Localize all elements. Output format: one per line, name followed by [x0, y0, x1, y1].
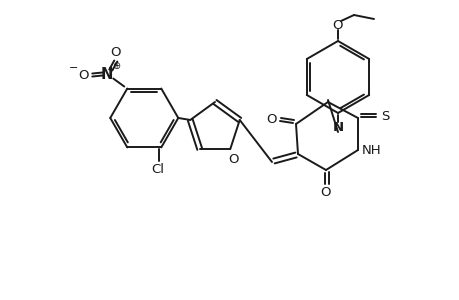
Text: N: N	[332, 121, 343, 134]
Text: Cl: Cl	[151, 163, 163, 176]
Text: O: O	[320, 187, 330, 200]
Text: O: O	[78, 69, 88, 82]
Text: O: O	[228, 152, 238, 166]
Text: ⊕: ⊕	[112, 61, 120, 70]
Text: O: O	[332, 19, 342, 32]
Text: O: O	[266, 112, 277, 125]
Text: −: −	[68, 62, 78, 73]
Text: NH: NH	[361, 143, 381, 157]
Text: S: S	[380, 110, 388, 122]
Text: N: N	[101, 67, 113, 82]
Text: O: O	[110, 46, 120, 59]
